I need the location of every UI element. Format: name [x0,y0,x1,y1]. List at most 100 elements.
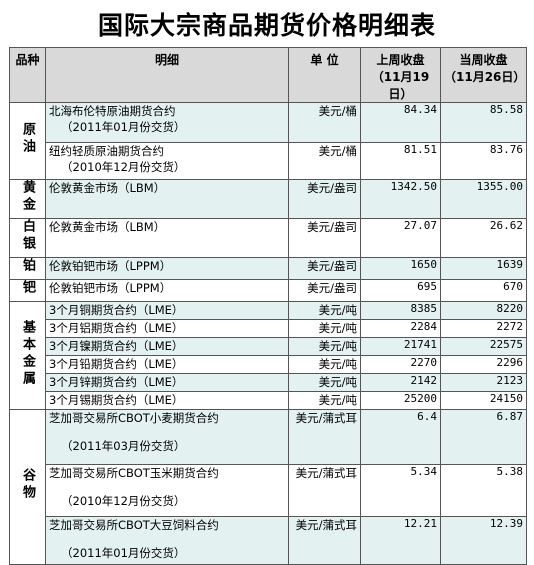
curr-close: 1639 [440,257,527,280]
header-date: （11月19日） [371,70,430,101]
header-row: 品种 明细 单 位 上周收盘 （11月19日） 当周收盘 （11月26日） [9,47,527,103]
detail: 伦敦黄金市场（LBM） [49,220,166,234]
prev-close: 695 [360,279,441,302]
unit: 美元/盎司 [288,179,361,219]
curr-close: 85.58 [440,102,527,143]
detail-cell: 芝加哥交易所CBOT大豆饲料合约 （2011年01月份交货） [45,516,289,565]
group-name: 原油 [20,122,35,156]
detail: 芝加哥交易所CBOT小麦期货合约 [49,411,219,425]
header-cell: 品种 [9,47,46,103]
prev-close: 2284 [360,319,441,338]
page: 国际大宗商品期货价格明细表 品种 明细 单 位 上周收盘 （11月19日） 当周收盘 （11… [9,11,527,565]
prev-close: 6.4 [360,409,441,465]
header-cell: 单 位 [288,47,361,103]
table-body: 原油 北海布伦特原油期货合约 （2011年01月份交货） 美元/桶 84.34 85.58… [9,102,527,565]
table-row: 原油 北海布伦特原油期货合约 （2011年01月份交货） 美元/桶 84.34 85.58 [9,102,527,180]
detail-cell: 3个月镍期货合约（LME） [45,337,289,356]
header-cell: 上周收盘 （11月19日） [360,47,441,103]
unit: 美元/吨 [288,355,361,374]
detail-cell: 3个月铜期货合约（LME） [45,301,289,320]
unit: 美元/桶 [288,102,361,143]
header-text: 品种 [15,53,40,67]
group-cell: 钯 [9,279,46,302]
curr-close: 1355.00 [440,179,527,219]
group-cell: 铂 [9,257,46,280]
header-text: 明细 [154,53,179,67]
unit: 美元/盎司 [288,279,361,302]
curr-close: 670 [440,279,527,302]
price-table: 品种 明细 单 位 上周收盘 （11月19日） 当周收盘 （11月26日） 原油 北海布伦特原… [9,47,527,565]
detail: 芝加哥交易所CBOT玉米期货合约 [49,466,219,480]
table-row: 钯伦敦铂钯市场（LPPM） 美元/盎司 695 670 [9,279,527,302]
group-cell: 基本金属 [9,301,46,410]
prev-close: 8385 [360,301,441,320]
table-row: 3个月锡期货合约（LME） 美元/吨 25200 24150 [10,391,527,410]
header-text: 当周收盘 [459,53,508,67]
table-row: 3个月镍期货合约（LME） 美元/吨 21741 22575 [10,337,527,356]
prev-close: 2270 [360,355,441,374]
unit: 美元/吨 [288,373,361,392]
prev-close: 2142 [360,373,441,392]
detail: 3个月铅期货合约（LME） [49,357,184,371]
unit: 美元/吨 [288,319,361,338]
table-row: 黄金 伦敦黄金市场（LBM） 美元/盎司 1342.50 1355.00 [9,179,527,219]
detail: 3个月铝期货合约（LME） [49,321,184,335]
table-row: 芝加哥交易所CBOT玉米期货合约 （2010年12月份交货） 美元/蒲式耳 5.34 5… [10,464,527,517]
group-cell: 原油 [9,102,46,180]
prev-close: 21741 [360,337,441,356]
group-name: 谷物 [20,468,35,502]
prev-close: 27.07 [360,218,441,258]
curr-close: 5.38 [440,464,527,517]
detail: 北海布伦特原油期货合约 [49,104,176,118]
curr-close: 2296 [440,355,527,374]
detail-cell: 3个月锌期货合约（LME） [45,373,289,392]
unit: 美元/蒲式耳 [288,464,361,517]
table-row: 芝加哥交易所CBOT大豆饲料合约 （2011年01月份交货） 美元/蒲式耳 12.21… [10,516,527,565]
group-cell: 白银 [9,218,46,258]
prev-close: 12.21 [360,516,441,565]
group-name: 白银 [20,219,35,254]
detail: 伦敦黄金市场（LBM） [49,181,166,195]
detail: 3个月铜期货合约（LME） [49,303,184,317]
curr-close: 83.76 [440,142,527,180]
unit: 美元/吨 [288,337,361,356]
table-row: 基本金属 3个月铜期货合约（LME） 美元/吨 8385 8220 [9,301,527,410]
detail-cell: 伦敦铂钯市场（LPPM） [45,257,289,280]
table-row: 3个月锌期货合约（LME） 美元/吨 2142 2123 [10,373,527,392]
table-row: 纽约轻质原油期货合约 （2010年12月份交货） 美元/桶 81.51 83.76 [10,142,527,180]
table-header: 品种 明细 单 位 上周收盘 （11月19日） 当周收盘 （11月26日） [9,47,527,103]
curr-close: 8220 [440,301,527,320]
header-cell: 明细 [45,47,289,103]
curr-close: 26.62 [440,218,527,258]
header-text: 上周收盘 [376,53,425,67]
prev-close: 1650 [360,257,441,280]
title: 国际大宗商品期货价格明细表 [97,11,436,40]
detail-cell: 3个月锡期货合约（LME） [45,391,289,410]
table-row: 白银 伦敦黄金市场（LBM） 美元/盎司 27.07 26.62 [9,218,527,258]
group-name: 基本金属 [20,319,35,388]
prev-close: 1342.50 [360,179,441,219]
header-date: （11月26日） [444,70,526,84]
detail-cell: 北海布伦特原油期货合约 （2011年01月份交货） [45,102,289,143]
detail: 3个月镍期货合约（LME） [49,339,184,353]
detail: 纽约轻质原油期货合约 [49,144,164,158]
curr-close: 22575 [440,337,527,356]
table-row: 3个月铝期货合约（LME） 美元/吨 2284 2272 [10,319,527,338]
detail-cell: 芝加哥交易所CBOT玉米期货合约 （2010年12月份交货） [45,464,289,517]
curr-close: 24150 [440,391,527,410]
detail: 3个月锡期货合约（LME） [49,393,184,407]
detail-cell: 芝加哥交易所CBOT小麦期货合约 （2011年03月份交货） [45,409,289,465]
table-row: 铂伦敦铂钯市场（LPPM） 美元/盎司 1650 1639 [9,257,527,280]
detail-cell: 伦敦黄金市场（LBM） [45,179,289,219]
unit: 美元/蒲式耳 [288,409,361,465]
group-cell: 谷物 [9,409,46,565]
detail: 3个月锌期货合约（LME） [49,375,184,389]
unit: 美元/盎司 [288,218,361,258]
detail: 伦敦铂钯市场（LPPM） [49,259,172,273]
detail-cell: 纽约轻质原油期货合约 （2010年12月份交货） [45,142,289,180]
note: （2010年12月份交货） [61,160,186,174]
curr-close: 12.39 [440,516,527,565]
group-cell: 黄金 [9,179,46,219]
prev-close: 5.34 [360,464,441,517]
unit: 美元/桶 [288,142,361,180]
